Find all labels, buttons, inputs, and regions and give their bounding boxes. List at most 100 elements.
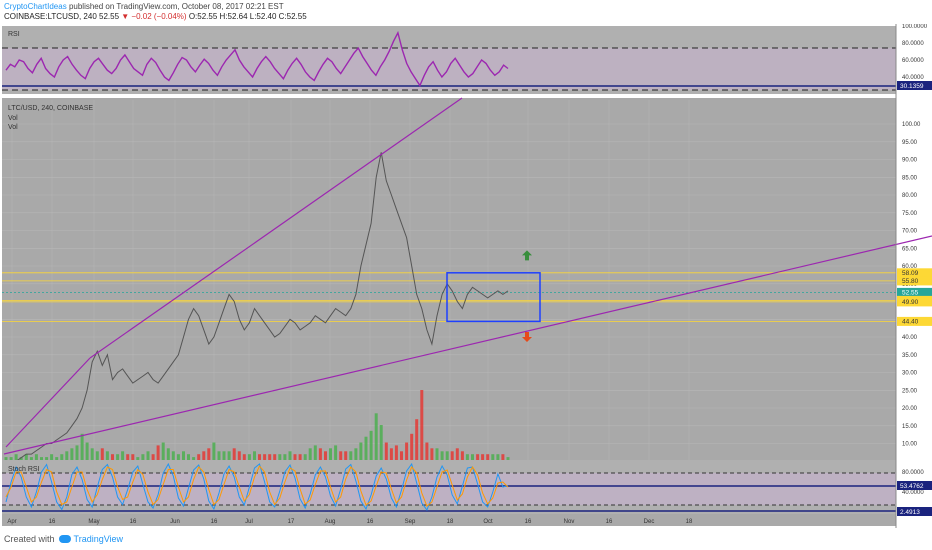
- stoch-k-line: [5, 462, 509, 512]
- symbol-label: COINBASE:LTCUSD, 240: [4, 12, 97, 21]
- volume-bar: [258, 454, 261, 460]
- rsi-title: RSI: [8, 31, 20, 38]
- volume-bar: [435, 448, 439, 460]
- price-grid: [2, 100, 896, 514]
- volume-bar: [430, 448, 434, 460]
- volume-bar: [263, 454, 267, 460]
- time-tick-label: Jun: [170, 519, 180, 525]
- direction-arrows[interactable]: [522, 250, 532, 342]
- time-tick-label: Apr: [7, 519, 16, 525]
- price-badge-label: 58.09: [902, 270, 919, 277]
- volume-bar: [374, 413, 378, 460]
- volume-bar: [202, 451, 206, 461]
- volume-bar: [187, 454, 190, 460]
- volume-bar: [486, 454, 490, 460]
- price-tick-label: 35.00: [902, 353, 918, 359]
- price-change-value: −0.02 (−0.04%): [131, 12, 187, 21]
- volume-bar: [141, 454, 145, 460]
- rsi-pane: RSI 100.0000 80.0000 60.0000 40.0000 30.135…: [2, 24, 932, 94]
- volume-bar: [171, 451, 175, 461]
- volume-bar: [450, 451, 454, 461]
- volume-bar: [192, 457, 196, 460]
- volume-bar: [253, 451, 256, 461]
- price-tick-label: 100.00: [902, 122, 921, 128]
- price-badge-label: 49.90: [902, 299, 919, 306]
- stoch-band: [2, 473, 896, 505]
- volume-bar: [410, 433, 414, 461]
- publish-header: CryptoChartIdeas published on TradingVie…: [4, 2, 284, 11]
- volume-bar: [50, 454, 54, 460]
- price-badge: [897, 297, 932, 307]
- price-tick-label: 25.00: [902, 388, 918, 394]
- time-tick-label: Nov: [564, 519, 575, 525]
- volume-bar: [298, 454, 302, 460]
- rsi-value-badge: [897, 81, 932, 90]
- price-tick-label: 15.00: [902, 424, 918, 430]
- volume-bar: [288, 451, 292, 461]
- volume-bar: [273, 454, 277, 460]
- volume-bar: [40, 457, 43, 460]
- tradingview-link[interactable]: TradingView: [73, 534, 124, 544]
- volume-bar: [100, 448, 104, 460]
- stoch-d-badge: [897, 507, 932, 516]
- price-tick-label: 30.00: [902, 371, 918, 377]
- volume-bar: [283, 454, 287, 460]
- volume-bar: [247, 454, 251, 460]
- price-tick-label: 90.00: [902, 158, 918, 164]
- time-tick-label: 16: [525, 519, 532, 525]
- volume-bar: [126, 454, 130, 460]
- volume-bar: [95, 451, 99, 461]
- volume-bar: [349, 451, 353, 461]
- trendline: [5, 357, 91, 448]
- volume-bar: [389, 448, 393, 460]
- chart-area[interactable]: RSI 100.0000 80.0000 60.0000 40.0000 30.135…: [0, 24, 932, 528]
- volume-bar: [131, 454, 135, 460]
- price-pane-bg: [2, 98, 896, 460]
- rsi-band: [2, 48, 896, 90]
- volume-bar: [237, 451, 241, 461]
- arrow-up-icon: [522, 250, 532, 261]
- volume-bar: [440, 451, 444, 461]
- time-tick-label: 18: [686, 519, 693, 525]
- tradingview-logo-icon: [58, 535, 71, 543]
- volume-bar: [105, 451, 109, 461]
- last-price: 52.55: [99, 12, 120, 21]
- volume-bar: [268, 454, 272, 460]
- range-box[interactable]: [446, 272, 541, 323]
- volume-bar: [293, 454, 297, 460]
- volume-bar: [379, 425, 383, 460]
- volume-bar: [476, 454, 480, 460]
- volume-bar: [394, 445, 398, 460]
- volume-bar: [405, 442, 409, 460]
- stoch-k-value: 53.4762: [900, 483, 924, 490]
- rsi-value-label: 30.1359: [900, 83, 924, 90]
- volume-bar: [359, 442, 363, 460]
- time-axis-bg: [2, 514, 896, 526]
- volume-bar: [344, 451, 348, 461]
- price-tick-label: 20.00: [902, 406, 918, 412]
- volume-bar: [318, 448, 322, 460]
- stoch-title: Stoch RSI: [8, 466, 40, 473]
- price-tick-label: 95.00: [902, 140, 918, 146]
- stoch-axis: 80.0000 40.0000: [902, 470, 924, 496]
- author-link[interactable]: CryptoChartIdeas: [4, 2, 67, 11]
- time-tick-label: 17: [288, 519, 295, 525]
- vol-label-2: Vol: [8, 124, 18, 131]
- time-tick-label: Oct: [483, 519, 493, 525]
- rsi-tick-label: 60.0000: [902, 58, 924, 64]
- trendlines[interactable]: [3, 97, 932, 455]
- stoch-rsi-pane: Stoch RSI 80.0000 40.0000 53.4762 2.4913: [2, 460, 932, 516]
- volume-bar: [19, 457, 23, 460]
- volume-bar: [182, 451, 185, 461]
- volume-bar: [146, 451, 150, 461]
- footer: Created with TradingView: [4, 534, 123, 544]
- price-tick-label: 75.00: [902, 211, 918, 217]
- volume-bar: [339, 451, 343, 461]
- volume-bar: [506, 457, 510, 460]
- volume-bar: [334, 445, 338, 460]
- stoch-d-value: 2.4913: [900, 509, 920, 516]
- volume-bar: [308, 448, 312, 460]
- volume-bar: [14, 454, 18, 460]
- volume-bar: [369, 430, 373, 460]
- volume-bar: [400, 451, 403, 461]
